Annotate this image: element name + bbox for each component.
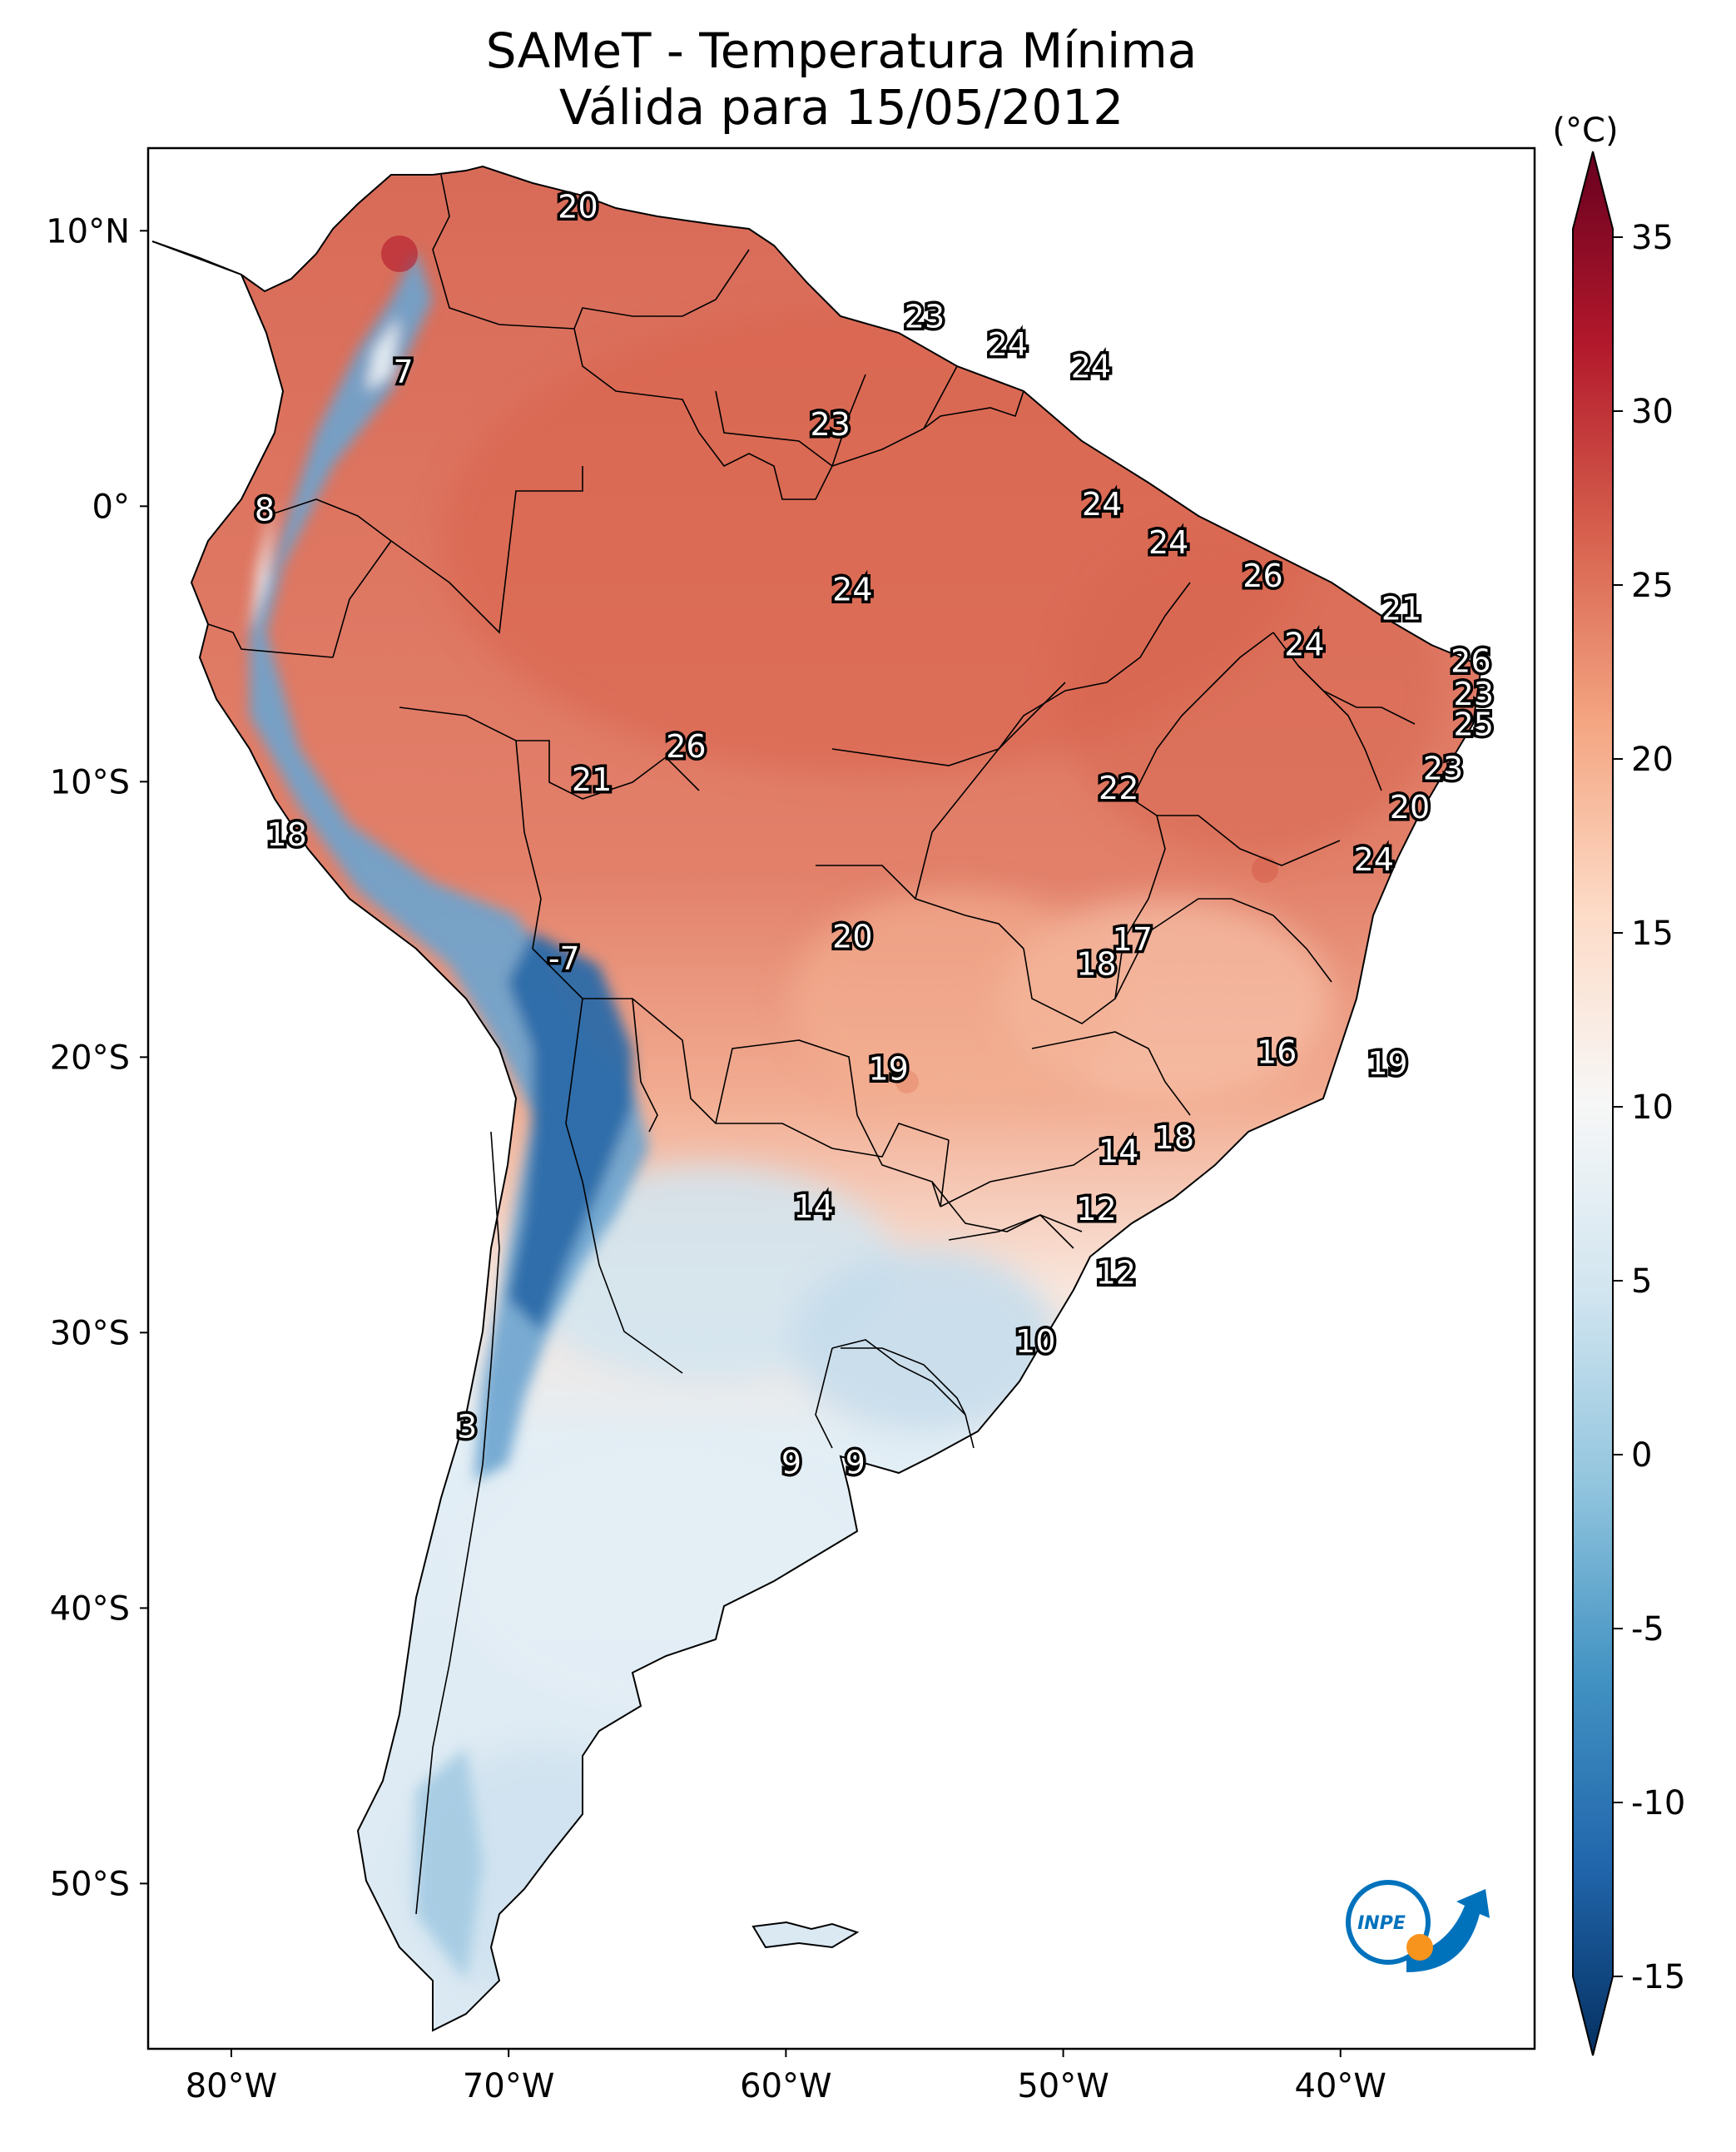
temperature-label: 16	[1257, 1034, 1297, 1071]
colorbar-tick-label: 5	[1631, 1262, 1652, 1301]
temperature-label: 7	[393, 354, 413, 390]
temperature-label: 17	[1113, 921, 1153, 958]
temperature-label: 10	[1015, 1323, 1055, 1360]
temperature-label: 20	[558, 188, 598, 225]
colorbar-unit: (°C)	[1552, 112, 1618, 150]
temperature-label: 26	[666, 728, 706, 765]
lon-tick-label: 40°W	[1295, 2067, 1386, 2105]
colorbar-tick-label: -5	[1631, 1610, 1664, 1649]
temperature-label: 24	[1148, 524, 1188, 561]
temperature-label: 12	[1076, 1191, 1116, 1227]
lon-tick-label: 60°W	[740, 2067, 831, 2105]
temperature-label: 25	[1454, 707, 1494, 743]
colorbar-tick-label: -15	[1631, 1958, 1685, 1996]
lat-tick-label: 20°S	[50, 1039, 130, 1077]
latitude-axis: 10°N 0° 10°S 20°S 30°S 40°S 50°S	[46, 212, 148, 1903]
colorbar-bar	[1572, 151, 1614, 2056]
temperature-label: 26	[1242, 558, 1282, 594]
country-borders	[207, 174, 1416, 1915]
colorbar-tick-label: 0	[1631, 1436, 1652, 1475]
temperature-label: 21	[572, 761, 612, 798]
colorbar-tick-label: 10	[1631, 1088, 1674, 1127]
lat-tick-label: 50°S	[50, 1865, 130, 1903]
temperature-label: 24	[1071, 348, 1111, 384]
map-title: SAMeT - Temperatura Mínima	[485, 22, 1198, 79]
lat-tick-label: 30°S	[50, 1314, 130, 1352]
map-subtitle: Válida para 15/05/2012	[558, 79, 1124, 136]
lat-tick-label: 10°N	[46, 212, 130, 250]
lon-tick-label: 70°W	[463, 2067, 554, 2105]
colorbar-tick-label: 20	[1631, 741, 1674, 779]
coastline	[151, 165, 1483, 2032]
lat-tick-label: 40°S	[50, 1589, 130, 1628]
svg-text:INPE: INPE	[1357, 1913, 1406, 1934]
temperature-label: 24	[832, 571, 872, 607]
temperature-label: 12	[1096, 1254, 1136, 1291]
temperature-label: 9	[846, 1445, 866, 1481]
temperature-label: 24	[1354, 841, 1394, 878]
temperature-label: 18	[1154, 1119, 1194, 1156]
temperature-label: 23	[1454, 676, 1494, 712]
inpe-logo: INPE	[1346, 1880, 1490, 1972]
temperature-label: 20	[832, 919, 872, 955]
lon-tick-label: 50°W	[1017, 2067, 1109, 2105]
temperature-label: 14	[1099, 1133, 1138, 1170]
temperature-label: 24	[1082, 486, 1122, 523]
colorbar-ticks: 35 30 25 20 15 10 5 0 -5 -10 -15	[1613, 219, 1685, 1996]
colorbar-tick-label: 35	[1631, 219, 1674, 257]
temperature-label: 23	[1423, 751, 1463, 787]
temperature-label: 8	[255, 491, 275, 528]
colorbar-tick-label: -10	[1631, 1784, 1685, 1822]
temperature-label: 23	[905, 299, 945, 335]
lon-tick-label: 80°W	[186, 2067, 277, 2105]
temperature-label: 24	[988, 326, 1028, 363]
colorbar-tick-label: 25	[1631, 567, 1674, 605]
temperature-label: 22	[1099, 770, 1138, 806]
temperature-label: 14	[794, 1188, 834, 1225]
temperature-label: 18	[1076, 946, 1116, 983]
temperature-label: 23	[810, 406, 850, 443]
temperature-label: 20	[1390, 789, 1430, 826]
colorbar: (°C) 35 30 25 20 15 10 5 0 -5 -10 -15	[1552, 112, 1685, 2056]
temperature-label: 18	[266, 816, 306, 853]
temperature-label: 24	[1284, 627, 1324, 663]
colorbar-tick-label: 30	[1631, 393, 1674, 431]
lat-tick-label: 10°S	[50, 763, 130, 801]
temperature-label: 21	[1381, 591, 1421, 627]
temperature-label: -7	[548, 940, 580, 977]
temperature-label: 3	[457, 1409, 477, 1445]
temperature-label: 19	[1367, 1045, 1407, 1082]
colorbar-tick-label: 15	[1631, 915, 1674, 953]
temperature-label: 9	[781, 1445, 801, 1481]
lat-tick-label: 0°	[92, 488, 130, 526]
temperature-label: 19	[868, 1050, 908, 1087]
falkland-islands	[751, 1921, 860, 1949]
longitude-axis: 80°W 70°W 60°W 50°W 40°W	[186, 2049, 1386, 2105]
temperature-label: 26	[1451, 642, 1490, 679]
